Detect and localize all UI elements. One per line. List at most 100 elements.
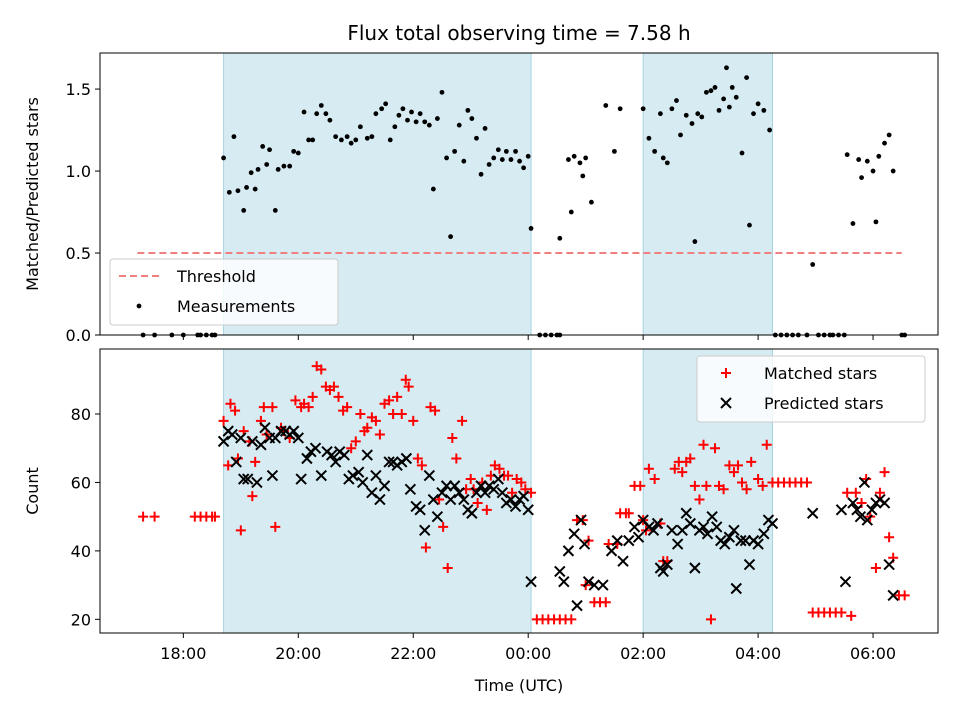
data-point bbox=[417, 111, 423, 117]
data-point bbox=[426, 122, 432, 128]
data-point bbox=[474, 135, 479, 141]
data-point bbox=[379, 106, 385, 112]
data-point bbox=[458, 493, 470, 506]
data-point bbox=[361, 449, 373, 461]
data-point bbox=[753, 474, 764, 485]
data-point bbox=[333, 134, 339, 140]
data-point bbox=[517, 490, 530, 502]
data-point bbox=[878, 497, 891, 509]
data-point bbox=[562, 545, 575, 557]
data-point bbox=[218, 415, 229, 426]
legend: Matched stars Predicted stars bbox=[696, 355, 926, 423]
data-point bbox=[503, 470, 514, 481]
data-point bbox=[362, 422, 373, 433]
data-point bbox=[505, 493, 517, 506]
data-point bbox=[577, 160, 583, 166]
data-point bbox=[272, 207, 278, 213]
data-point bbox=[883, 558, 895, 571]
data-point bbox=[287, 425, 300, 437]
data-point bbox=[685, 453, 696, 464]
data-point bbox=[260, 144, 266, 149]
data-point bbox=[292, 432, 304, 444]
data-point bbox=[680, 507, 692, 519]
data-point bbox=[252, 186, 258, 192]
data-point bbox=[708, 88, 714, 94]
data-point bbox=[221, 155, 226, 161]
y-axis-label: Matched/Predicted stars bbox=[23, 97, 42, 291]
data-point bbox=[728, 467, 739, 478]
data-point bbox=[640, 106, 646, 112]
data-point bbox=[513, 148, 518, 154]
data-point bbox=[666, 524, 678, 537]
data-point bbox=[226, 428, 238, 441]
data-point bbox=[350, 436, 361, 447]
data-point bbox=[558, 575, 570, 588]
data-point bbox=[348, 140, 354, 146]
data-point bbox=[338, 137, 344, 143]
data-point bbox=[373, 111, 379, 117]
data-point bbox=[499, 157, 505, 162]
data-point bbox=[719, 538, 731, 550]
data-point bbox=[453, 487, 465, 499]
data-point bbox=[886, 132, 892, 138]
data-point bbox=[752, 538, 764, 550]
legend: Threshold Measurements bbox=[109, 258, 339, 326]
y-tick-label: 0.5 bbox=[66, 244, 91, 263]
data-point bbox=[416, 460, 427, 471]
data-point bbox=[861, 514, 874, 526]
data-point bbox=[465, 474, 476, 485]
data-point bbox=[847, 497, 859, 509]
data-point bbox=[577, 515, 588, 526]
data-point bbox=[623, 508, 634, 519]
data-point bbox=[737, 477, 748, 488]
data-point bbox=[347, 469, 359, 482]
data-point bbox=[568, 528, 580, 540]
data-point bbox=[557, 235, 563, 241]
data-point bbox=[678, 132, 683, 138]
data-point bbox=[628, 521, 641, 533]
data-point bbox=[247, 491, 258, 502]
data-point bbox=[374, 493, 386, 506]
data-point bbox=[521, 165, 526, 171]
x-tick-label: 04:00 bbox=[735, 644, 781, 663]
data-point bbox=[248, 170, 254, 176]
data-point bbox=[683, 112, 689, 118]
data-point bbox=[733, 94, 739, 100]
data-point bbox=[235, 525, 246, 536]
data-point bbox=[674, 98, 679, 103]
data-point bbox=[701, 480, 712, 491]
data-point bbox=[694, 494, 705, 505]
data-point bbox=[517, 158, 522, 164]
data-point bbox=[400, 106, 406, 112]
data-point bbox=[677, 467, 688, 478]
data-point bbox=[876, 153, 882, 159]
data-point bbox=[482, 126, 488, 131]
data-point bbox=[231, 134, 237, 140]
data-point bbox=[721, 96, 727, 102]
data-point bbox=[712, 85, 718, 90]
data-point bbox=[414, 504, 426, 516]
legend-label: Measurements bbox=[177, 297, 295, 316]
data-point bbox=[344, 134, 350, 140]
legend-label: Predicted stars bbox=[764, 394, 884, 413]
data-point bbox=[413, 119, 419, 125]
data-point bbox=[758, 528, 770, 540]
data-point bbox=[481, 504, 492, 515]
data-point bbox=[671, 538, 684, 550]
data-point bbox=[588, 579, 601, 591]
data-point bbox=[486, 162, 492, 167]
data-point bbox=[431, 510, 444, 523]
data-point bbox=[378, 480, 391, 492]
data-point bbox=[374, 429, 385, 440]
data-point bbox=[495, 147, 501, 153]
x-tick-label: 22:00 bbox=[390, 644, 436, 663]
data-point bbox=[699, 114, 705, 120]
data-point bbox=[882, 140, 887, 146]
data-point bbox=[392, 391, 403, 402]
data-point bbox=[264, 162, 270, 167]
data-point bbox=[858, 476, 871, 489]
data-point bbox=[851, 504, 863, 516]
data-point bbox=[275, 167, 281, 172]
chart-panels: 0.0 0.5 1.0 1.5 Matched/Predicted stars Thres… bbox=[23, 52, 939, 663]
data-point bbox=[580, 173, 586, 179]
